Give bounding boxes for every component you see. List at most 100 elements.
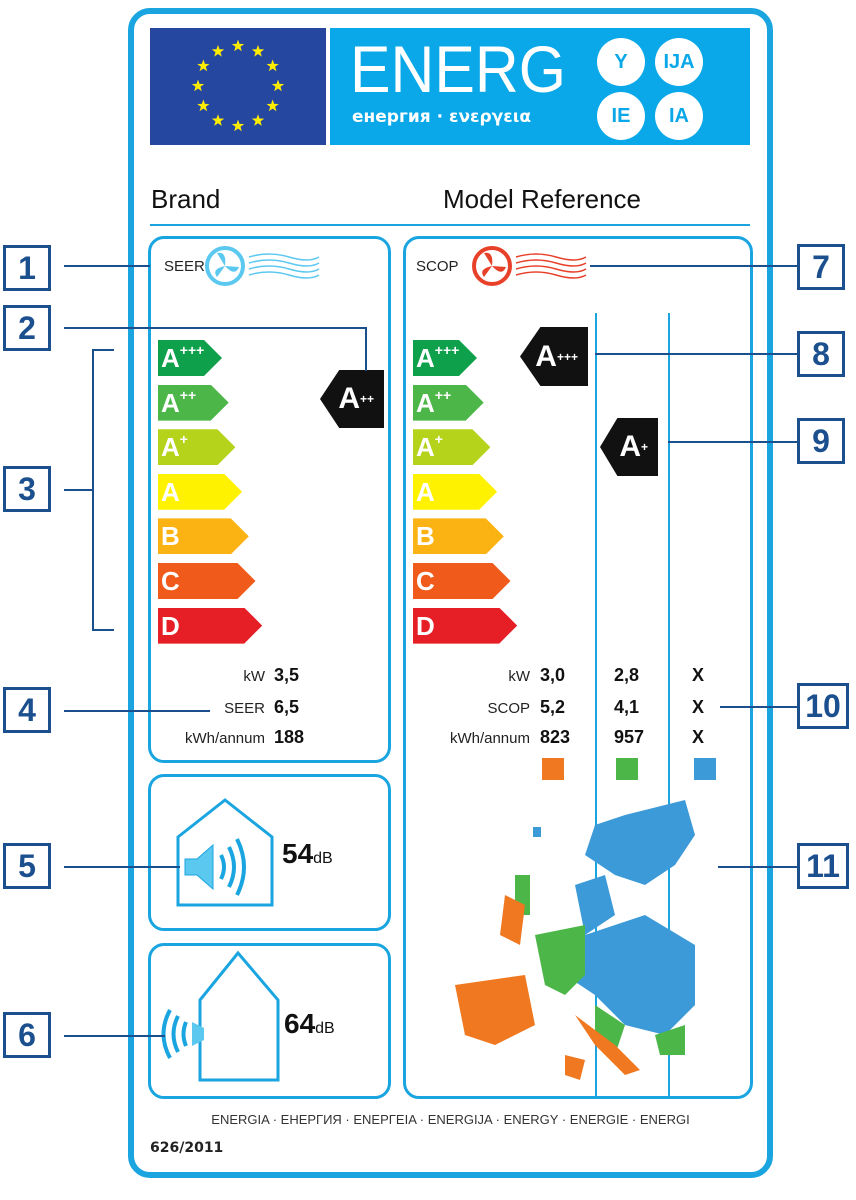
heating-scop-value: X xyxy=(692,697,705,717)
header-divider xyxy=(150,224,750,226)
eu-star xyxy=(211,44,225,57)
class-letter: A xyxy=(416,387,435,418)
rating-sup: ++ xyxy=(359,392,374,406)
heating-panel xyxy=(403,236,753,1099)
cooling-kw-label: kW xyxy=(243,668,265,685)
cooling-kwh-value: 188 xyxy=(274,727,305,747)
rating-sup: +++ xyxy=(556,349,578,364)
energy-label-frame xyxy=(128,8,773,1178)
eu-star xyxy=(197,59,210,72)
cooling-panel xyxy=(148,236,391,763)
eu-star xyxy=(266,59,279,72)
callout-leader-line xyxy=(720,706,797,708)
callout-8: 8 xyxy=(797,331,845,377)
eu-stars-icon xyxy=(191,39,285,132)
eu-star xyxy=(266,99,279,112)
cooling-class-arrow: A+ xyxy=(158,429,235,465)
heating-kw-value: X xyxy=(692,665,705,685)
fan-cool-icon xyxy=(205,246,320,286)
regulation-number: 626/2011 xyxy=(150,1140,224,1156)
climate-zone-swatch xyxy=(616,758,638,780)
language-line: ENERGIA · ЕНЕРГИЯ · ΕΝΕΡΓΕΙΑ · ENERGIJA … xyxy=(211,1112,690,1127)
callout-leader-line xyxy=(64,265,150,267)
callout-leader-line xyxy=(590,265,797,267)
suffix-ie: IE xyxy=(597,92,645,140)
callout-leader-line xyxy=(64,710,210,712)
class-letter: A xyxy=(161,432,180,463)
callout-1: 1 xyxy=(3,245,51,291)
class-letter: C xyxy=(161,566,180,596)
heating-kw-value: 2,8 xyxy=(614,665,640,685)
eu-star xyxy=(271,79,285,92)
cooling-seer-label: SEER xyxy=(224,700,265,717)
cooling-kw-value: 3,5 xyxy=(274,665,300,685)
class-bracket xyxy=(92,349,114,351)
cooling-class-arrow: A+++ xyxy=(158,340,222,376)
callout-leader-line xyxy=(595,353,797,355)
climate-zone-swatch xyxy=(694,758,716,780)
rating-sup: + xyxy=(640,440,648,454)
class-letter: A xyxy=(161,387,180,418)
cooling-class-arrow: C xyxy=(158,563,256,599)
class-letter: A xyxy=(161,476,180,507)
indoor-db: 54 xyxy=(282,838,314,869)
outdoor-noise-value: 64dB xyxy=(284,1008,335,1040)
class-sup: + xyxy=(179,431,188,448)
heating-kw-value: 3,0 xyxy=(540,665,566,685)
callout-7: 7 xyxy=(797,244,845,290)
cooling-seer-value: 6,5 xyxy=(274,697,300,717)
callout-10: 10 xyxy=(797,683,849,729)
heating-class-arrow: C xyxy=(413,563,511,599)
class-letter: A xyxy=(416,432,435,463)
callout-leader-line xyxy=(64,866,180,868)
callout-3: 3 xyxy=(3,466,51,512)
class-letter: A xyxy=(161,343,180,373)
class-sup: + xyxy=(434,431,443,448)
eu-star xyxy=(231,39,245,52)
db-unit: dB xyxy=(315,1020,335,1037)
column-divider xyxy=(668,313,670,1096)
class-sup: +++ xyxy=(434,342,460,358)
energ-subtitle: енергия · ενεργεια xyxy=(352,107,531,127)
brand-label: Brand xyxy=(151,184,221,214)
class-letter: B xyxy=(161,521,180,552)
heating-kwh-label: kWh/annum xyxy=(449,730,530,747)
callout-6: 6 xyxy=(3,1012,51,1058)
heating-class-arrow: B xyxy=(413,518,504,554)
heating-class-arrow: A xyxy=(413,474,497,510)
suffix-ia: IA xyxy=(655,92,703,140)
heating-kw-label: kW xyxy=(508,668,530,685)
europe-climate-map xyxy=(455,800,695,1080)
class-letter: D xyxy=(161,610,180,641)
heating-class-arrow: D xyxy=(413,608,517,644)
class-sup: ++ xyxy=(179,386,197,403)
outdoor-unit-speaker-icon xyxy=(161,950,280,1082)
rating-letter: A xyxy=(535,339,557,373)
callout-11: 11 xyxy=(797,843,849,889)
heating-kwh-value: 823 xyxy=(540,727,571,747)
callout-5: 5 xyxy=(3,843,51,889)
eu-star xyxy=(231,119,245,132)
eu-star xyxy=(251,44,265,57)
outdoor-db: 64 xyxy=(284,1008,316,1039)
callout-leader-line xyxy=(64,489,92,491)
eu-star xyxy=(191,79,205,92)
outdoor-noise-panel xyxy=(148,943,391,1099)
fan-heat-icon xyxy=(472,246,587,286)
class-letter: B xyxy=(416,521,435,552)
seer-label: SEER xyxy=(164,258,205,275)
class-letter: C xyxy=(416,566,435,596)
class-sup: +++ xyxy=(179,342,205,358)
indoor-noise-value: 54dB xyxy=(282,838,333,870)
rating-letter: A xyxy=(338,382,360,415)
rating-letter: A xyxy=(619,430,641,463)
heating-scop-value: 5,2 xyxy=(540,697,566,717)
class-letter: A xyxy=(416,343,435,373)
model-reference-label: Model Reference xyxy=(443,184,641,214)
indoor-unit-speaker-icon xyxy=(176,798,274,907)
callout-2: 2 xyxy=(3,305,51,351)
eu-flag xyxy=(150,28,326,145)
eu-star xyxy=(251,114,265,126)
heating-kwh-value: 957 xyxy=(614,727,645,747)
eu-star xyxy=(211,114,225,126)
